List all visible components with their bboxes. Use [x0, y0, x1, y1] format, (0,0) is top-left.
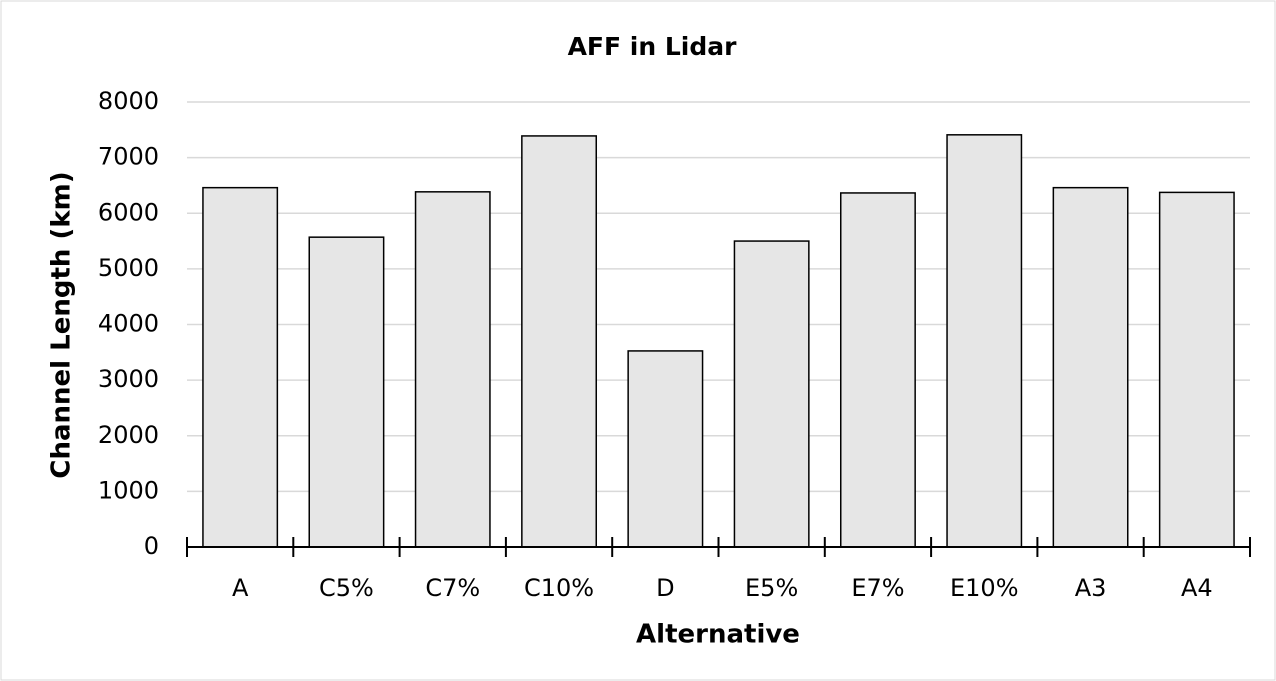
bar — [627, 350, 704, 548]
x-tick-label: C10% — [524, 574, 594, 602]
x-tick-label: E5% — [745, 574, 798, 602]
bar — [414, 191, 491, 548]
y-tick-label: 8000 — [98, 87, 159, 115]
bar — [839, 192, 916, 548]
x-tick-label: A4 — [1181, 574, 1213, 602]
y-tick-label: 5000 — [98, 254, 159, 282]
y-tick-label: 4000 — [98, 310, 159, 338]
bar — [202, 186, 279, 548]
x-tick-label: E7% — [851, 574, 904, 602]
bar — [733, 240, 810, 548]
bar — [946, 134, 1023, 548]
x-tick-label: E10% — [950, 574, 1019, 602]
y-tick-label: 1000 — [98, 476, 159, 504]
chart-title: AFF in Lidar — [568, 32, 738, 61]
bar — [1158, 191, 1235, 548]
y-axis-title: Channel Length (km) — [47, 171, 77, 478]
x-tick-label: D — [656, 574, 674, 602]
x-tick-label: C5% — [319, 574, 374, 602]
bar — [1052, 186, 1129, 548]
y-tick-label: 2000 — [98, 421, 159, 449]
y-tick-label: 0 — [144, 532, 159, 560]
bar — [308, 236, 385, 548]
y-tick-label: 3000 — [98, 365, 159, 393]
x-tick-label: A3 — [1075, 574, 1107, 602]
bar — [521, 135, 598, 548]
y-tick-label: 6000 — [98, 198, 159, 226]
x-tick-label: A — [232, 574, 249, 602]
x-axis-title: Alternative — [636, 620, 800, 650]
x-tick-label: C7% — [425, 574, 480, 602]
y-tick-label: 7000 — [98, 143, 159, 171]
